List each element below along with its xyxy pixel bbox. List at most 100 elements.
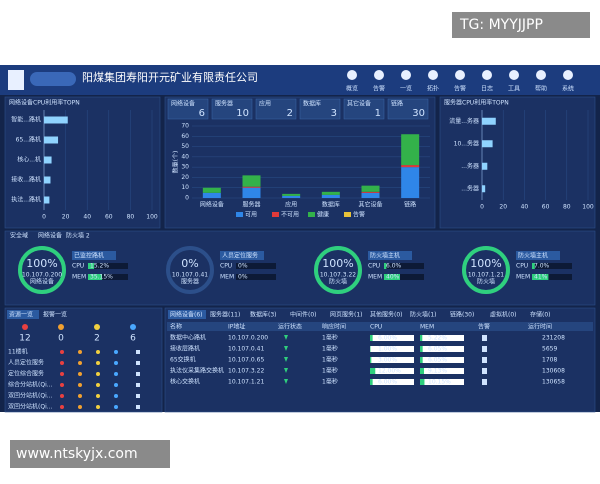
bar-segment [401,167,419,198]
bar [44,137,58,144]
tab-label[interactable]: 虚拟机(0) [490,311,517,319]
stat-label: 网络设备 [171,100,195,108]
row-icon [114,372,118,376]
uptime: 130608 [542,368,565,375]
nav-label[interactable]: 帮助 [535,85,547,93]
alarm-row-name[interactable]: 人员定位服务 [8,359,44,367]
stat-value: 1 [375,108,381,119]
row-icon [60,361,64,365]
row-icon [96,394,100,398]
bar [44,197,49,204]
tab-label[interactable]: 链路(30) [450,311,474,319]
device-name[interactable]: 执法仪采集路交换机 [170,367,224,375]
level-count: 6 [130,334,136,344]
metric-value: 6.00% [378,379,397,386]
x-tick-label: 0 [42,214,46,221]
monitor-tab[interactable]: 网络设备 [38,232,62,240]
metric-bar [420,368,424,374]
monitor-tab[interactable]: 防火墙 2 [66,232,90,240]
nav-label[interactable]: 工具 [508,86,520,93]
metric-label: MEM [516,274,530,281]
device-name[interactable]: 数据中心路机 [170,334,206,342]
bar-segment [203,188,221,193]
metric-bar [370,368,375,374]
row-action [136,394,140,398]
nav-label[interactable]: 告警 [373,85,385,93]
bar-segment [243,175,261,186]
percent: 0% [181,257,198,270]
legend-label: 健康 [317,211,329,219]
bar [482,118,496,125]
tab-label[interactable]: 服务器(11) [210,311,240,319]
y-tick-label: ...务器 [461,184,479,192]
nav-label[interactable]: 日志 [481,85,493,93]
device-name[interactable]: 接收层路机 [170,345,200,353]
bar [44,177,50,184]
row-icon [114,361,118,365]
monitor-title: 防火墙主机 [518,252,548,260]
x-tick-label: 80 [127,214,135,221]
nav-icon[interactable] [536,70,546,80]
device-type: 防火墙 [329,278,347,286]
monitor-title: 已监控路机 [74,252,104,260]
stat-label: 应用 [259,100,271,108]
nav-label[interactable]: 一览 [400,85,412,93]
device-ip: 10.107.3.22 [228,368,264,375]
nav-icon[interactable] [509,70,519,80]
metric-value: 10.15% [428,379,451,386]
stat-label: 服务器 [215,100,233,108]
row-icon [60,372,64,376]
metric-value: 1.00% [378,346,397,353]
tab-label[interactable]: 资源一览 [9,311,33,319]
monitor-tab[interactable]: 安全域 [10,232,28,240]
alarm-row-name[interactable]: 定位综合服务 [8,370,44,378]
nav-icon[interactable] [428,70,438,80]
y-tick-label: 30 [181,164,189,171]
tab-label[interactable]: 网络设备(6) [170,311,203,319]
metric-value: 0% [238,274,248,281]
row-action [136,350,140,354]
bar [482,140,493,147]
device-name[interactable]: 核心交换机 [170,378,200,386]
alarm-row-name[interactable]: 综合分站机(Qi... [8,381,53,389]
device-name[interactable]: 65交换机 [170,356,196,364]
nav-icon[interactable] [401,70,411,80]
alarm-row-name[interactable]: 11楼机 [8,348,28,356]
tab-label[interactable]: 中间件(0) [290,311,317,319]
metric-label: CPU [220,263,232,270]
alarm-row-name[interactable]: 双回分站机(Qi... [8,392,53,400]
tab-label[interactable]: 网页服务(1) [330,311,363,319]
tab-label[interactable]: 防火墙(1) [410,311,437,319]
tab-label[interactable]: 报警一览 [43,311,67,319]
nav-label[interactable]: 系统 [562,85,574,93]
tab-label[interactable]: 存储(0) [530,311,551,319]
x-tick-label: 60 [542,204,550,211]
metric-label: CPU [516,263,528,270]
metric-value: 35.15% [90,274,113,281]
row-action [136,383,140,387]
nav-icon[interactable] [455,70,465,80]
bar-segment [203,193,221,198]
nav-icon[interactable] [482,70,492,80]
alarm-row-name[interactable]: 双回分站机(Qi... [8,403,53,411]
metric-value: 7.0% [534,263,550,270]
metric-value: 5.22% [428,335,447,342]
alarm-icon [482,379,487,385]
y-tick-label: 智能...路机 [11,116,41,124]
nav-label[interactable]: 告警 [454,85,466,93]
row-icon [114,350,118,354]
nav-icon[interactable] [563,70,573,80]
metric-label: MEM [368,274,382,281]
stat-value: 6 [199,108,205,119]
nav-label[interactable]: 拓扑 [427,85,439,93]
tab-label[interactable]: 其他服务(0) [370,311,403,319]
nav-icon[interactable] [347,70,357,80]
nav-label[interactable]: 概览 [346,85,358,93]
column-header: 告警 [478,323,490,331]
legend-swatch [272,212,279,217]
nav-icon[interactable] [374,70,384,80]
column-header: 运行时间 [528,323,552,331]
tab-label[interactable]: 数据库(3) [250,311,277,319]
